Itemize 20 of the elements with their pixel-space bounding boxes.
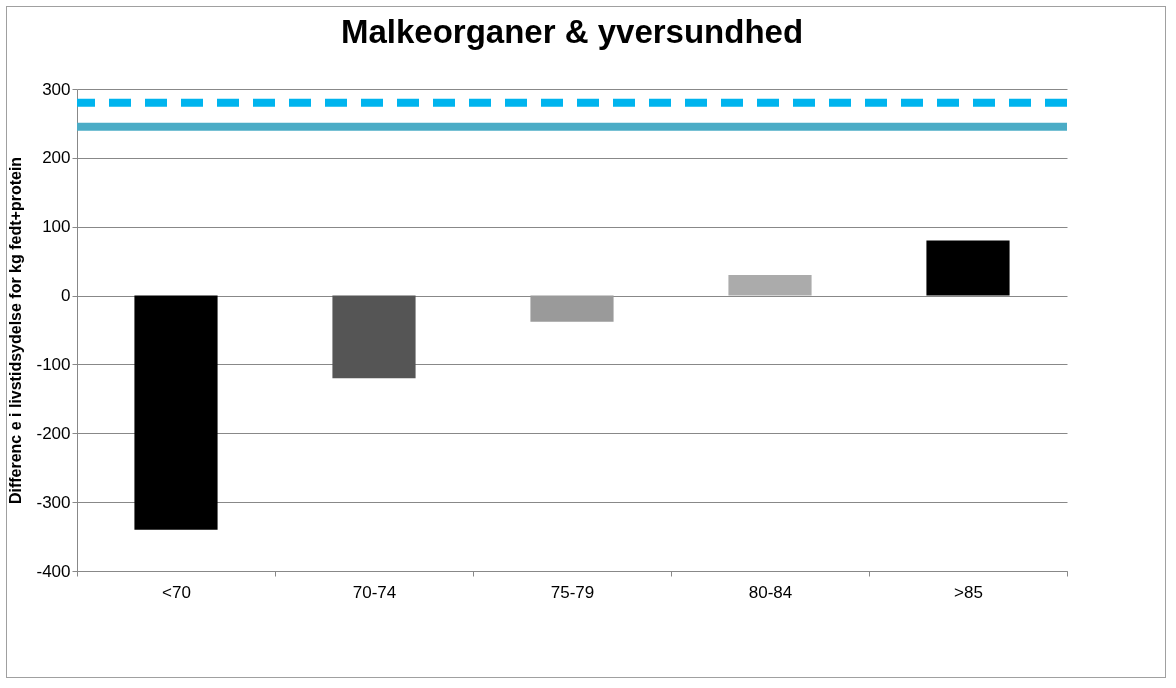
y-tick-label: -300 <box>36 492 71 512</box>
x-tick-label: 75-79 <box>550 582 595 602</box>
y-tick-label: 100 <box>42 217 71 237</box>
x-tick-label: 80-84 <box>748 582 793 602</box>
bar <box>926 240 1010 296</box>
chart-title: Malkeorganer & yversundhed <box>340 13 804 50</box>
bar <box>728 274 812 296</box>
y-tick-label: 300 <box>42 79 71 99</box>
bar <box>530 295 614 322</box>
x-tick-label: <70 <box>162 582 191 602</box>
bar <box>134 295 218 530</box>
x-tick-label: 70-74 <box>352 582 397 602</box>
bar <box>332 295 416 379</box>
y-axis-title: Differenc e i livstidsydelse for kg fedt+protein <box>7 156 25 505</box>
y-tick-label: 200 <box>42 148 71 168</box>
y-tick-label: 0 <box>61 286 71 306</box>
y-tick-label: -200 <box>36 423 71 443</box>
y-tick-label: -100 <box>36 354 71 374</box>
y-tick-label: -400 <box>36 561 71 581</box>
x-tick-label: >85 <box>954 582 983 602</box>
